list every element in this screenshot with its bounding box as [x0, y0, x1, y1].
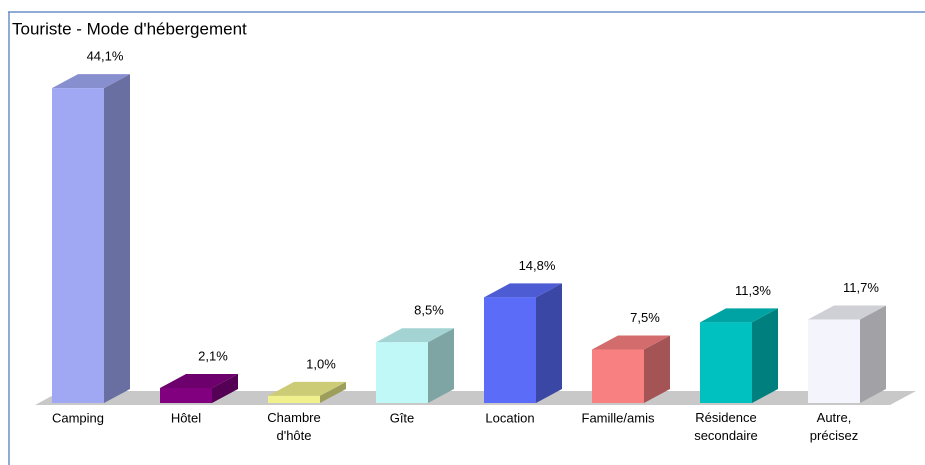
- x-tick-label: Hôtel: [171, 410, 201, 425]
- bar: [808, 305, 886, 403]
- value-label: 14,8%: [519, 258, 556, 273]
- value-label: 11,3%: [735, 283, 771, 298]
- bar-top: [376, 328, 454, 343]
- bar-side: [212, 374, 238, 403]
- bar-side: [536, 283, 562, 403]
- x-tick-label: Camping: [52, 410, 104, 425]
- x-tick-label: Résidence secondaire: [694, 410, 758, 443]
- bar-front: [484, 297, 536, 403]
- bar: [592, 335, 670, 403]
- bar: [268, 381, 346, 403]
- value-label: 8,5%: [414, 303, 444, 318]
- x-tick-label: Famille/amis: [582, 410, 655, 425]
- bar-top: [52, 74, 130, 89]
- bar-front: [160, 388, 212, 403]
- bar-front: [52, 88, 104, 403]
- bar-top: [808, 305, 886, 320]
- bar-top: [592, 335, 670, 350]
- bar-side: [752, 308, 778, 403]
- bar-top: [484, 283, 562, 298]
- bar-top: [268, 381, 346, 396]
- value-label: 1,0%: [306, 356, 336, 371]
- bar-side: [104, 74, 130, 403]
- chart-title: Touriste - Mode d'hébergement: [12, 19, 247, 38]
- bar-front: [700, 322, 752, 403]
- bar-side: [860, 305, 886, 403]
- x-tick-label: Location: [485, 410, 534, 425]
- bar-side: [644, 335, 670, 403]
- value-label: 2,1%: [198, 348, 228, 363]
- bar-front: [808, 319, 860, 403]
- value-label: 44,1%: [87, 49, 124, 64]
- x-tick-label: Chambre d'hôte: [267, 410, 320, 443]
- bar-side: [320, 381, 346, 403]
- bar-front: [376, 342, 428, 403]
- floor: [35, 391, 916, 405]
- bar-front: [268, 395, 320, 403]
- value-label: 7,5%: [630, 310, 660, 325]
- bar: [160, 374, 238, 403]
- bar: [376, 328, 454, 403]
- x-tick-label: Autre, précisez: [810, 410, 858, 443]
- bar-top: [160, 374, 238, 389]
- bar: [700, 308, 778, 403]
- bar: [484, 283, 562, 403]
- x-tick-label: Gîte: [390, 410, 415, 425]
- bar-front: [592, 349, 644, 403]
- bar-top: [700, 308, 778, 323]
- bar-side: [428, 328, 454, 403]
- value-label: 11,7%: [843, 280, 879, 295]
- bar: [52, 74, 130, 403]
